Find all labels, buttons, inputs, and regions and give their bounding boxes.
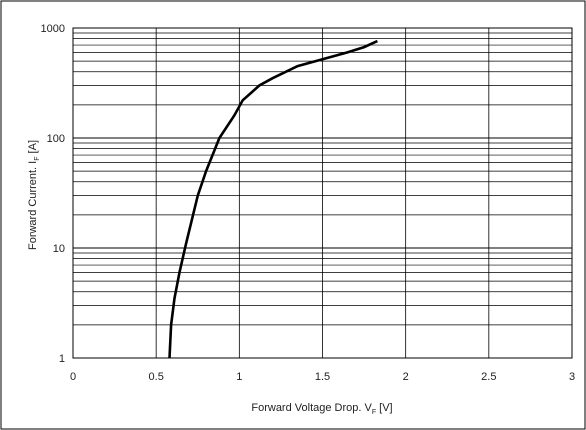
y-tick-label: 1 — [59, 353, 65, 365]
x-tick-label: 2 — [403, 371, 409, 383]
x-tick-label: 0.5 — [149, 371, 164, 383]
x-tick-label: 1 — [236, 371, 242, 383]
y-axis: 1 10 100 1000 — [41, 23, 65, 365]
x-axis-label: Forward Voltage Drop. VF [V] — [251, 402, 392, 416]
plot-frame — [72, 27, 573, 359]
x-tick-label: 2.5 — [481, 371, 496, 383]
grid — [72, 28, 573, 358]
x-tick-label: 0 — [70, 371, 76, 383]
series-line — [168, 39, 378, 359]
y-tick-label: 100 — [47, 133, 65, 145]
x-tick-label: 3 — [569, 371, 575, 383]
y-axis-label: Forward Current. IF [A] — [27, 140, 41, 250]
y-tick-label: 10 — [53, 243, 65, 255]
x-tick-label: 1.5 — [315, 371, 330, 383]
x-axis: 0 0.5 1 1.5 2 2.5 3 — [70, 371, 575, 383]
y-tick-label: 1000 — [41, 23, 65, 35]
